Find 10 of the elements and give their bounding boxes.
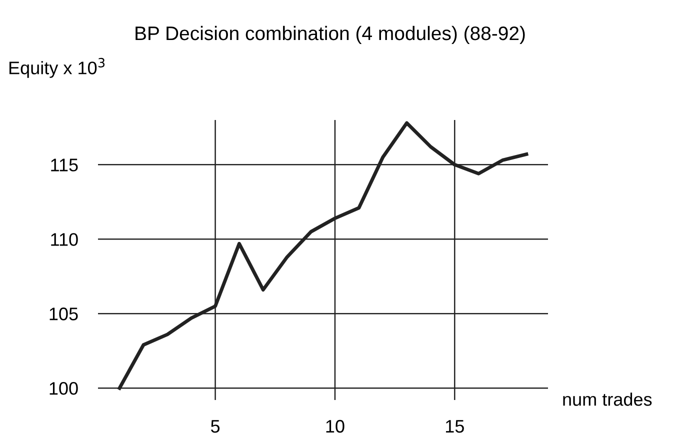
x-axis-title: num trades [563, 392, 652, 406]
x-tick-label: 10 [326, 420, 344, 433]
y-tick-label: 110 [51, 233, 78, 246]
chart-title: BP Decision combination (4 modules) (88-92) [136, 26, 525, 44]
x-tick-label: 15 [446, 420, 464, 433]
x-tick-label: 5 [210, 420, 220, 433]
y-tick-label: 105 [50, 308, 78, 320]
y-tick-label: 115 [51, 158, 78, 172]
y-tick-label: 100 [50, 382, 78, 395]
y-axis-title: Equity x 10$^{3}$ [9, 58, 105, 78]
